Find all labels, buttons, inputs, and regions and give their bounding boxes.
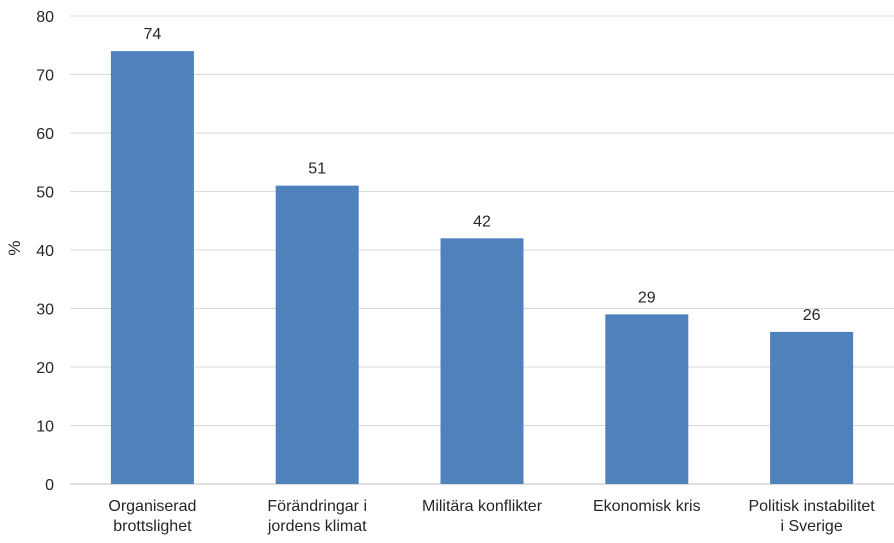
bars — [110, 51, 854, 484]
x-category-label: Organiserad brottslighet — [108, 498, 196, 535]
y-tick-label: 0 — [45, 477, 54, 494]
x-category-label-line: Organiserad — [108, 498, 196, 515]
data-label: 74 — [144, 26, 162, 43]
bar — [110, 51, 194, 484]
data-label: 51 — [308, 161, 326, 178]
y-tick-label: 50 — [36, 185, 54, 202]
y-tick-label: 60 — [36, 126, 54, 143]
x-category-label-line: i Sverige — [780, 518, 842, 535]
y-tick-label: 80 — [36, 9, 54, 26]
data-labels: 74 51 42 29 26 — [144, 26, 821, 324]
y-tick-label: 20 — [36, 360, 54, 377]
data-label: 26 — [803, 307, 821, 324]
x-category-label: Politisk instabilitet i Sverige — [748, 498, 875, 535]
data-label: 42 — [473, 213, 491, 230]
x-category-label-line: brottslighet — [113, 518, 192, 535]
x-category-label: Ekonomisk kris — [593, 498, 701, 515]
x-category-label: Förändringar i jordens klimat — [267, 498, 367, 535]
bar — [605, 314, 689, 484]
bar — [770, 331, 854, 484]
y-tick-label: 70 — [36, 68, 54, 85]
y-tick-label: 30 — [36, 302, 54, 319]
data-label: 29 — [638, 289, 656, 306]
y-tick-label: 40 — [36, 243, 54, 260]
bar — [440, 238, 524, 484]
x-category-label-line: Politisk instabilitet — [748, 498, 875, 515]
x-category-label: Militära konflikter — [422, 498, 543, 515]
x-category-label-line: Förändringar i — [267, 498, 367, 515]
bar — [275, 185, 359, 484]
y-axis: 0 10 20 30 40 50 60 70 80 — [36, 9, 54, 494]
y-axis-title: % — [5, 240, 24, 255]
x-category-label-line: Militära konflikter — [422, 498, 543, 515]
x-category-label-line: jordens klimat — [267, 518, 367, 535]
y-tick-label: 10 — [36, 419, 54, 436]
x-axis: Organiserad brottslighet Förändringar i jor… — [108, 498, 875, 535]
x-category-label-line: Ekonomisk kris — [593, 498, 701, 515]
